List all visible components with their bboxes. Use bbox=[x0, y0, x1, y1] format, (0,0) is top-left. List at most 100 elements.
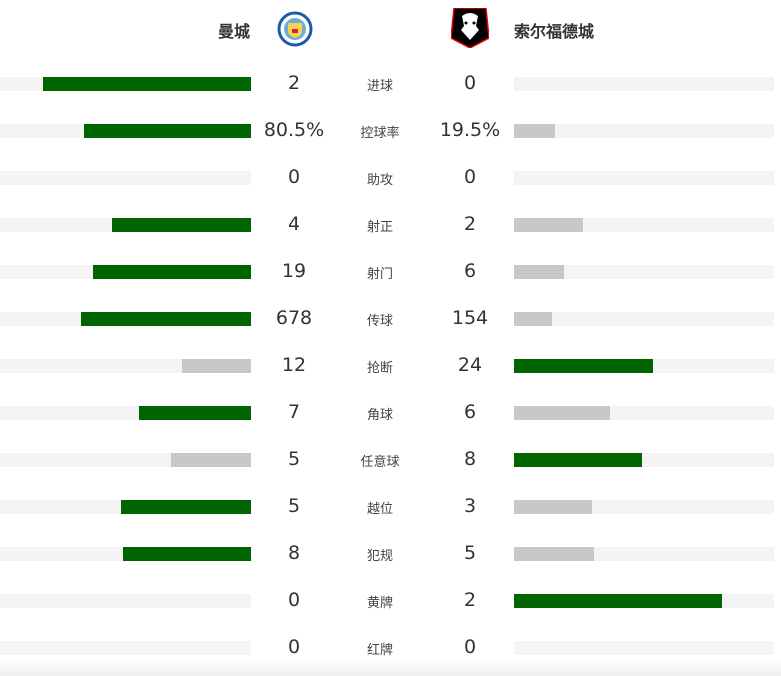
home-value: 80.5% bbox=[263, 119, 325, 141]
stat-row: 0 红牌 0 bbox=[0, 636, 781, 658]
stat-row: 678 传球 154 bbox=[0, 307, 781, 329]
stat-label: 抢断 bbox=[366, 361, 393, 376]
home-bar-track bbox=[0, 124, 251, 138]
home-value: 12 bbox=[281, 354, 307, 376]
home-bar-track bbox=[0, 453, 251, 467]
away-bar-track bbox=[514, 265, 774, 279]
away-bar-fill bbox=[514, 500, 592, 514]
away-value: 19.5% bbox=[439, 119, 501, 141]
home-value: 7 bbox=[287, 401, 301, 423]
away-team-name: 索尔福德城 bbox=[514, 22, 595, 41]
home-bar-fill bbox=[43, 77, 251, 91]
home-bar-track bbox=[0, 594, 251, 608]
away-bar-track bbox=[514, 547, 774, 561]
away-bar-track bbox=[514, 359, 774, 373]
away-bar-track bbox=[514, 218, 774, 232]
home-bar-track bbox=[0, 406, 251, 420]
away-bar-track bbox=[514, 594, 774, 608]
away-bar-fill bbox=[514, 218, 584, 232]
home-value: 0 bbox=[287, 589, 301, 611]
stat-row: 80.5% 控球率 19.5% bbox=[0, 119, 781, 141]
home-bar-fill bbox=[139, 406, 251, 420]
stat-row: 4 射正 2 bbox=[0, 213, 781, 235]
away-bar-track bbox=[514, 171, 774, 185]
home-team-name: 曼城 bbox=[218, 22, 251, 41]
away-value: 3 bbox=[463, 495, 477, 517]
away-bar-track bbox=[514, 312, 774, 326]
away-bar-track bbox=[514, 124, 774, 138]
stat-label: 红牌 bbox=[366, 643, 393, 658]
stat-label: 射正 bbox=[366, 220, 393, 235]
stat-row: 5 任意球 8 bbox=[0, 448, 781, 470]
stat-label: 越位 bbox=[366, 502, 393, 517]
away-value: 154 bbox=[451, 307, 489, 329]
away-value: 6 bbox=[463, 401, 477, 423]
away-value: 0 bbox=[463, 72, 477, 94]
home-bar-track bbox=[0, 359, 251, 373]
away-bar-fill bbox=[514, 453, 642, 467]
stat-row: 19 射门 6 bbox=[0, 260, 781, 282]
home-bar-track bbox=[0, 641, 251, 655]
away-bar-fill bbox=[514, 265, 564, 279]
stat-label: 进球 bbox=[366, 79, 393, 94]
away-bar-fill bbox=[514, 547, 595, 561]
salford-city-logo-icon bbox=[451, 8, 489, 48]
home-bar-fill bbox=[81, 312, 251, 326]
away-value: 24 bbox=[457, 354, 483, 376]
home-bar-track bbox=[0, 312, 251, 326]
bottom-shadow bbox=[0, 658, 781, 676]
away-bar-track bbox=[514, 500, 774, 514]
stat-label: 控球率 bbox=[360, 126, 400, 141]
home-bar-track bbox=[0, 171, 251, 185]
stat-row: 2 进球 0 bbox=[0, 72, 781, 94]
stat-label: 传球 bbox=[366, 314, 393, 329]
away-bar-fill bbox=[514, 359, 653, 373]
home-value: 19 bbox=[281, 260, 307, 282]
home-value: 0 bbox=[287, 636, 301, 658]
away-bar-track bbox=[514, 453, 774, 467]
away-bar-track bbox=[514, 406, 774, 420]
away-value: 5 bbox=[463, 542, 477, 564]
home-bar-track bbox=[0, 547, 251, 561]
away-value: 8 bbox=[463, 448, 477, 470]
home-bar-fill bbox=[83, 124, 251, 138]
home-value: 2 bbox=[287, 72, 301, 94]
manchester-city-logo-icon bbox=[277, 11, 313, 47]
away-bar-track bbox=[514, 641, 774, 655]
away-bar-fill bbox=[514, 406, 611, 420]
stat-row: 8 犯规 5 bbox=[0, 542, 781, 564]
stat-label: 犯规 bbox=[366, 549, 393, 564]
home-bar-fill bbox=[112, 218, 251, 232]
match-header: 曼城 索尔福德城 bbox=[0, 0, 781, 60]
home-bar-fill bbox=[170, 453, 251, 467]
stat-row: 0 助攻 0 bbox=[0, 166, 781, 188]
away-value: 6 bbox=[463, 260, 477, 282]
home-value: 8 bbox=[287, 542, 301, 564]
stat-label: 射门 bbox=[366, 267, 393, 282]
away-value: 2 bbox=[463, 213, 477, 235]
home-bar-track bbox=[0, 218, 251, 232]
away-bar-fill bbox=[514, 312, 553, 326]
away-value: 2 bbox=[463, 589, 477, 611]
home-value: 4 bbox=[287, 213, 301, 235]
stat-label: 任意球 bbox=[360, 455, 400, 470]
home-value: 5 bbox=[287, 448, 301, 470]
home-bar-fill bbox=[181, 359, 251, 373]
stat-row: 7 角球 6 bbox=[0, 401, 781, 423]
away-value: 0 bbox=[463, 636, 477, 658]
stat-label: 黄牌 bbox=[366, 596, 393, 611]
home-value: 0 bbox=[287, 166, 301, 188]
away-value: 0 bbox=[463, 166, 477, 188]
home-value: 678 bbox=[275, 307, 313, 329]
home-bar-track bbox=[0, 500, 251, 514]
home-bar-fill bbox=[121, 500, 251, 514]
stat-row: 0 黄牌 2 bbox=[0, 589, 781, 611]
stat-row: 12 抢断 24 bbox=[0, 354, 781, 376]
away-bar-track bbox=[514, 77, 774, 91]
stat-label: 角球 bbox=[366, 408, 393, 423]
home-bar-fill bbox=[92, 265, 251, 279]
home-bar-track bbox=[0, 77, 251, 91]
away-bar-fill bbox=[514, 124, 555, 138]
stat-label: 助攻 bbox=[366, 173, 393, 188]
stat-row: 5 越位 3 bbox=[0, 495, 781, 517]
